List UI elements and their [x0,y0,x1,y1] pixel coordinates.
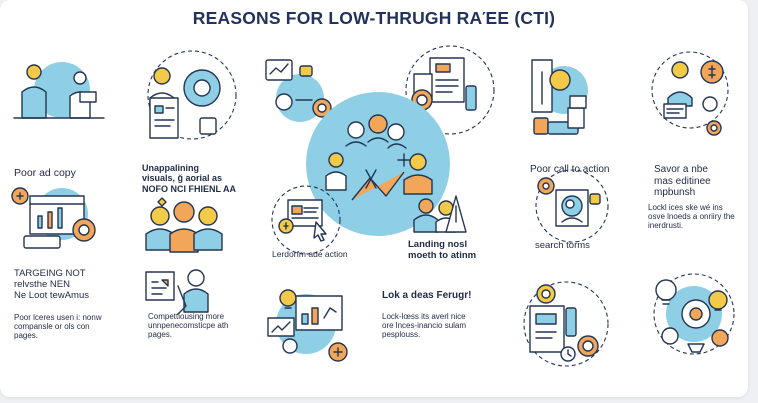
label-leading-action: Lerdorfm ade action [272,249,348,259]
label-targeting: TARGEING NOT relvsthe NEN Ne Loot tewAmu… [14,268,89,301]
label-unappealing-visuals: Unappalining visuals, ğ aorial as NOFO N… [142,163,236,194]
label-landing: Landing nosl moeth to atinm [408,239,477,261]
people-analysis-icon [413,195,467,233]
page-title: REASONS FOR LOW-THRUGH RAΈE (CTI) [192,8,556,28]
location-search-icon [535,169,609,243]
documents-badge-icon [405,45,495,135]
label-poor-ad-copy: Poor ad copy [14,167,76,179]
report-gear-icon [147,50,237,140]
label-savor-desc: Lockl ices ske wé ins osve lnoeds a onri… [648,203,735,231]
mobile-apps-icon [265,59,332,122]
label-look: Lok a deas Ferugr! [382,290,472,301]
money-manager-icon [651,51,729,136]
label-targeting-desc: Poor lceres usen i: nonw compansle or ol… [14,313,102,341]
ideas-gears-icon [653,273,735,355]
checklist-clock-icon [523,281,609,367]
businessmen-meeting-icon [13,62,105,119]
team-people-icon [145,197,223,253]
label-competition-desc: Compettiousing more unnpenecomsticpe ath… [148,312,229,340]
office-tower-icon [531,59,588,135]
presenter-charts-icon [145,269,209,315]
growth-screen-icon [267,289,348,362]
pay-per-click-icon [271,185,341,255]
browser-analytics-icon [11,187,96,249]
central-team-chart-icon [306,92,450,236]
label-search-terms: search torms [535,240,590,251]
label-poor-cta: Poor call to action [530,164,610,175]
label-look-desc: Lock-lœss its averl nice ore lnces-inanc… [382,312,467,340]
label-savor: Savor a nbe mas editinee mpbunsh [654,164,711,198]
